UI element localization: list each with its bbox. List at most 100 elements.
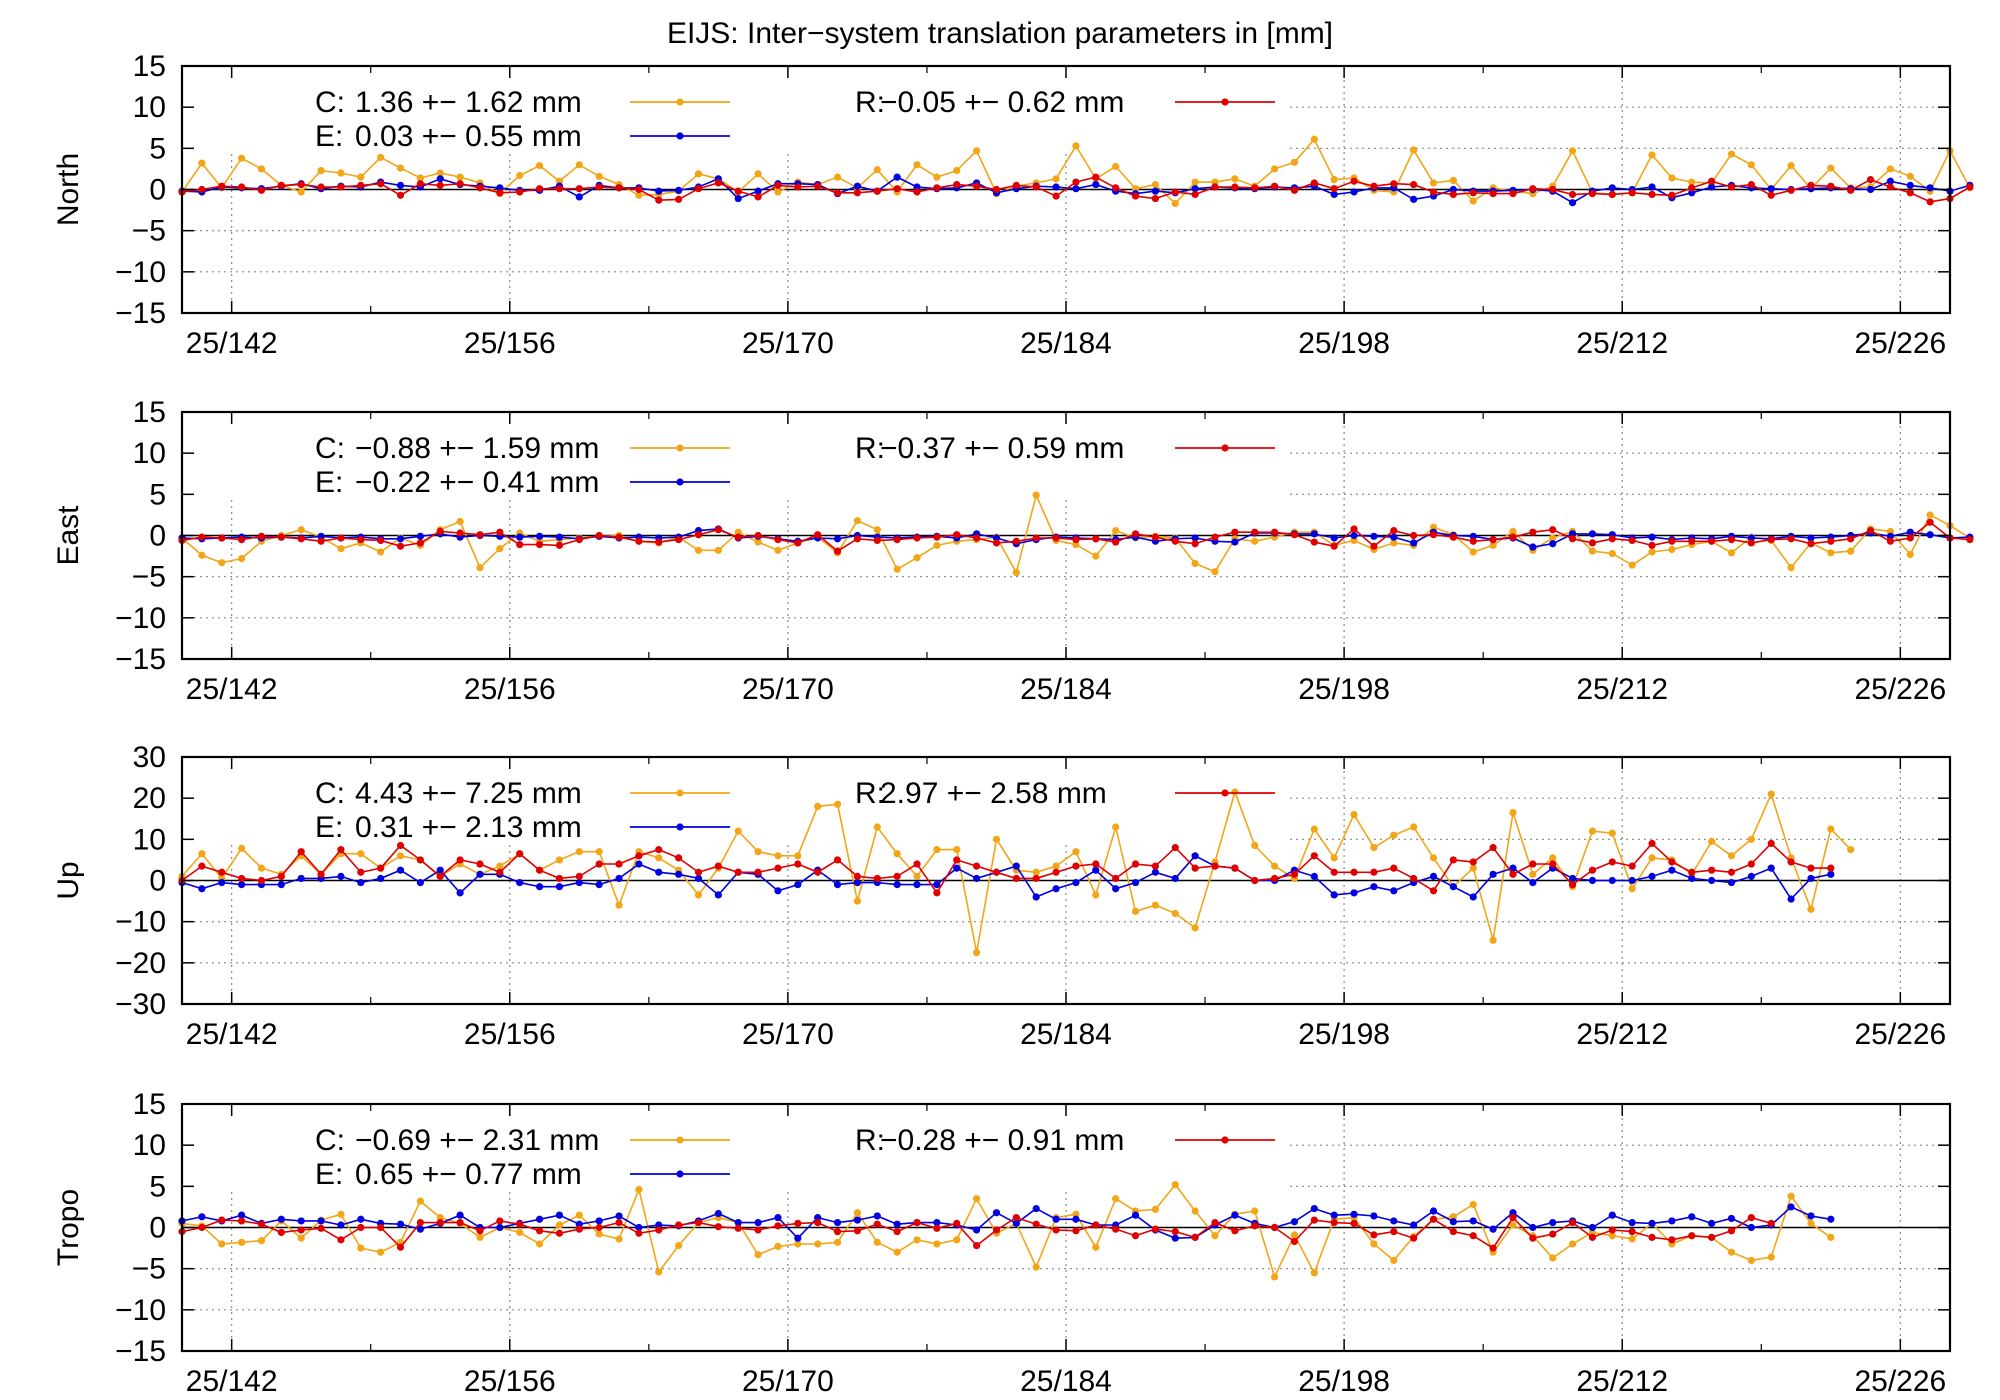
data-point: [1072, 878, 1080, 887]
data-point: [655, 187, 663, 195]
data-point: [1191, 559, 1199, 568]
legend-value-c: 4.43 +− 7.25 mm: [355, 777, 582, 810]
data-point: [933, 889, 941, 897]
data-point: [317, 1224, 325, 1232]
data-point: [1807, 905, 1815, 913]
x-tick-label: 25/142: [186, 1018, 278, 1051]
data-point: [1052, 862, 1060, 870]
data-point: [595, 1217, 603, 1225]
data-point: [1588, 1228, 1597, 1237]
data-point: [1112, 823, 1120, 831]
data-point: [754, 1218, 762, 1227]
data-point: [535, 540, 544, 549]
data-point: [337, 169, 345, 177]
data-point: [734, 1224, 742, 1232]
data-point: [1410, 180, 1418, 189]
data-point: [1489, 843, 1497, 852]
data-point: [237, 874, 246, 883]
data-point: [1827, 864, 1835, 872]
data-point: [913, 554, 921, 562]
data-point: [198, 885, 206, 893]
data-point: [1668, 537, 1676, 545]
data-point: [1072, 1227, 1080, 1235]
data-point: [1171, 1181, 1179, 1189]
data-point: [1211, 183, 1219, 191]
data-point: [933, 173, 941, 181]
data-point: [1330, 185, 1338, 193]
data-point: [1072, 848, 1080, 856]
data-point: [694, 531, 703, 539]
y-tick-label: −15: [115, 643, 166, 676]
data-point: [1052, 534, 1060, 542]
data-point: [1549, 854, 1557, 862]
data-point: [1092, 180, 1100, 189]
data-point: [1469, 1217, 1477, 1225]
data-point: [297, 180, 305, 189]
panel-tropo: 15 10 5 0 −5 −10 −15 25/142 25/156 25/170 25/184 25…: [52, 1088, 1952, 1398]
data-point: [615, 1218, 623, 1227]
data-point: [555, 177, 564, 185]
data-point: [1270, 165, 1279, 173]
data-point: [1390, 526, 1398, 535]
data-point: [953, 846, 961, 854]
data-point: [1410, 146, 1418, 154]
data-point: [1092, 173, 1100, 181]
data-point: [1807, 1219, 1815, 1227]
data-point: [853, 878, 862, 887]
data-point: [754, 868, 762, 876]
data-point: [933, 1218, 941, 1227]
legend-label-r: R:: [855, 86, 885, 119]
data-point: [1688, 178, 1696, 186]
data-point: [933, 533, 941, 541]
data-point: [1568, 874, 1577, 883]
data-point: [1608, 1211, 1616, 1219]
legend-value-r: 2.97 +− 2.58 mm: [880, 777, 1107, 810]
data-point: [774, 1214, 782, 1222]
data-point: [833, 547, 842, 555]
data-point: [714, 891, 722, 899]
y-tick-label: −5: [132, 215, 166, 248]
data-point: [1449, 190, 1457, 199]
data-point: [1787, 1203, 1795, 1211]
data-point: [1628, 536, 1636, 545]
data-point: [1350, 811, 1358, 819]
legend-value-c: 1.36 +− 1.62 mm: [355, 86, 582, 119]
y-tick-label: 0: [149, 1212, 166, 1245]
data-point: [1390, 539, 1398, 547]
data-point: [1727, 536, 1736, 544]
y-tick-label: −5: [132, 1253, 166, 1286]
data-point: [496, 868, 504, 876]
data-point: [893, 536, 901, 544]
data-point: [496, 862, 504, 870]
data-point: [1191, 540, 1199, 548]
x-tick-label: 25/212: [1576, 1018, 1668, 1051]
data-point: [1410, 539, 1418, 547]
data-point: [913, 188, 921, 196]
data-point: [853, 1216, 862, 1224]
data-point: [635, 185, 643, 194]
data-point: [1012, 874, 1020, 883]
data-point: [575, 185, 583, 193]
data-point: [1668, 545, 1676, 554]
data-point: [1350, 531, 1358, 540]
data-point: [297, 1226, 305, 1234]
data-point: [416, 878, 424, 887]
y-tick-label: −15: [115, 1335, 166, 1368]
legend: C: 1.36 +− 1.62 mm E: 0.03 +− 0.55 mm R:−0.0…: [315, 86, 1275, 153]
data-point: [973, 182, 981, 190]
data-point: [198, 1223, 206, 1232]
data-point: [1429, 179, 1438, 187]
data-point: [277, 1215, 285, 1223]
data-point: [933, 1224, 941, 1232]
data-point: [1767, 839, 1775, 848]
data-point: [1469, 189, 1477, 197]
data-point: [714, 862, 722, 870]
data-point: [1052, 183, 1060, 191]
data-point: [1032, 1204, 1040, 1213]
data-point: [1628, 1228, 1636, 1236]
data-point: [655, 846, 663, 854]
data-point: [1568, 530, 1577, 538]
data-point: [1151, 868, 1159, 876]
data-point: [1588, 1233, 1597, 1241]
